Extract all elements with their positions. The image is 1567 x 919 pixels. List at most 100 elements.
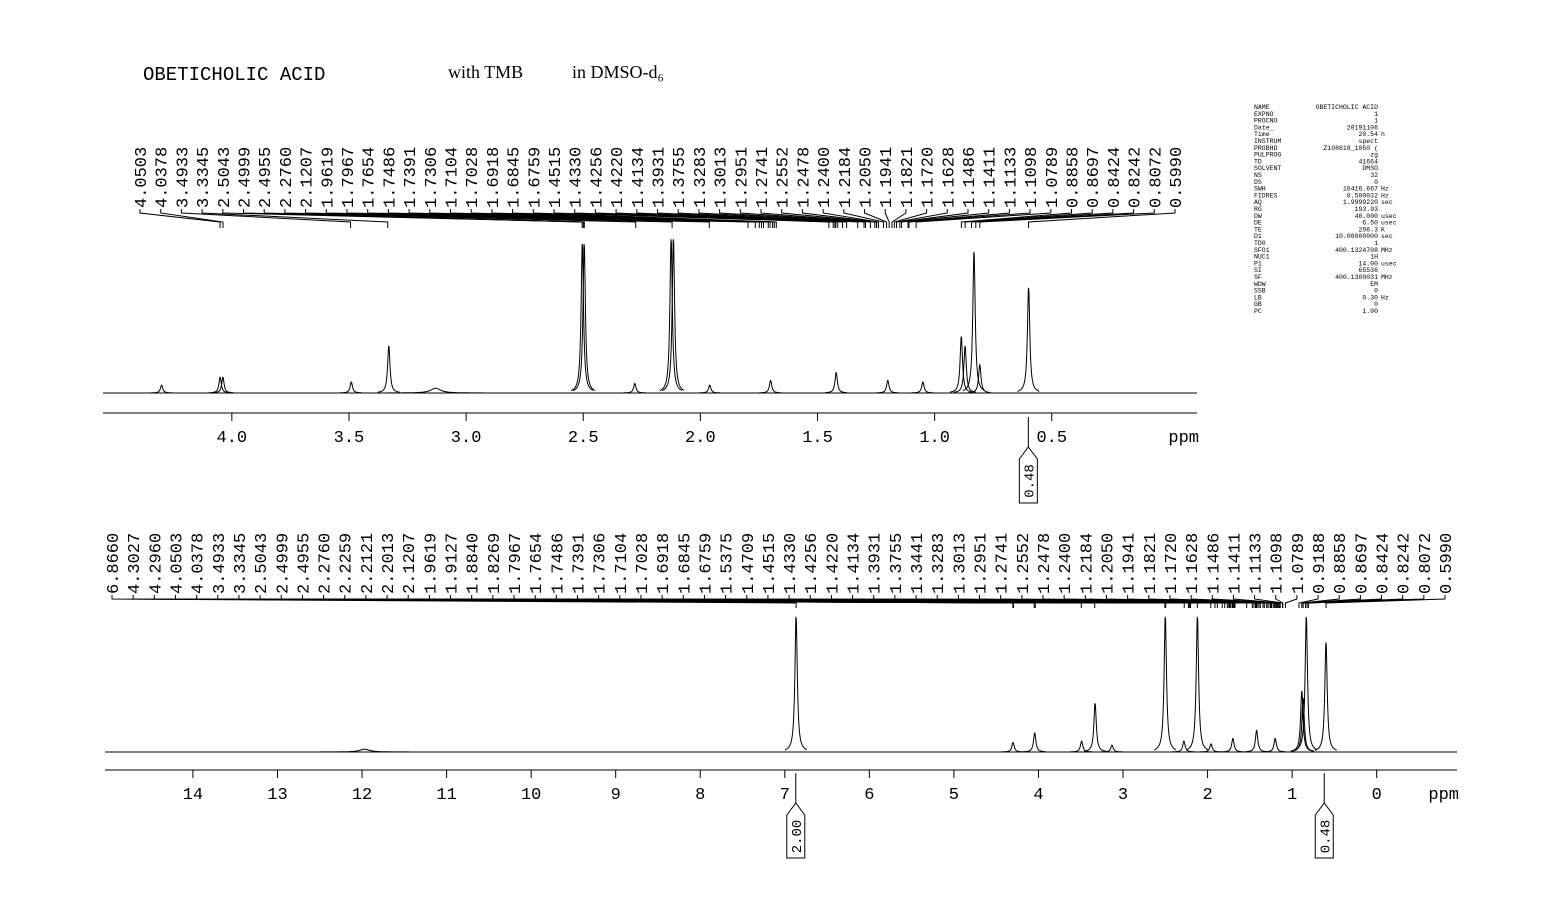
- x-tick-label: 5: [949, 786, 959, 805]
- param-value: 400.1300031: [1335, 274, 1378, 281]
- peak-leader: [698, 209, 859, 228]
- param-key: PROCNO: [1254, 118, 1278, 125]
- peak-leader: [884, 209, 890, 228]
- param-key: Time: [1254, 131, 1270, 138]
- peak-leader: [615, 209, 837, 228]
- peak: [316, 748, 413, 753]
- peak-leader: [657, 209, 844, 228]
- peak-label: 1.7306: [592, 533, 611, 594]
- peak: [623, 382, 646, 394]
- peak-label: 1.9619: [319, 147, 338, 208]
- peak-label: 1.7104: [444, 147, 463, 208]
- peak: [759, 379, 782, 394]
- peak: [1199, 743, 1222, 753]
- solvent: in DMSO-d₆: [572, 62, 664, 82]
- x-tick-label: 9: [611, 786, 621, 805]
- param-key: RG: [1254, 206, 1262, 213]
- peak-label: 0.9188: [1311, 533, 1330, 594]
- param-key: EXPNO: [1254, 111, 1274, 118]
- peak-leader: [1307, 595, 1425, 608]
- peak-label: 0.8424: [1375, 533, 1394, 594]
- peak-leader: [636, 209, 839, 228]
- peak: [387, 387, 484, 394]
- param-key: WDW: [1254, 281, 1266, 288]
- peak: [950, 336, 973, 393]
- x-tick-label: 2.5: [568, 429, 599, 448]
- param-key: DS: [1254, 179, 1262, 186]
- param-key: SSB: [1254, 288, 1266, 295]
- x-tick-label: 11: [436, 786, 456, 805]
- peak-label: 1.3931: [867, 533, 886, 594]
- param-unit: h: [1381, 131, 1385, 138]
- peak-label: 1.3441: [909, 533, 928, 594]
- param-unit: MHz: [1381, 274, 1393, 281]
- x-tick-label: 1.0: [919, 429, 950, 448]
- peak: [962, 251, 985, 392]
- peak-label: 1.3755: [671, 147, 690, 208]
- peak-leader: [1232, 595, 1281, 608]
- param-unit: usec: [1381, 260, 1397, 267]
- param-value: 1: [1374, 111, 1378, 118]
- peak: [1221, 737, 1244, 753]
- param-key: GB: [1254, 301, 1262, 308]
- peak-label: 1.9127: [444, 533, 463, 594]
- peak-label: 1.2400: [1057, 533, 1076, 594]
- peak-leader: [739, 209, 866, 228]
- peak-label: 1.1133: [1248, 533, 1267, 594]
- peak-label: 1.7967: [340, 147, 359, 208]
- x-tick-label: 8: [695, 786, 705, 805]
- param-key: PULPROG: [1254, 152, 1281, 159]
- peak-label: 1.4515: [761, 533, 780, 594]
- peak-label: 3.4933: [211, 533, 230, 594]
- peak-label: 3.4933: [174, 147, 193, 208]
- param-key: SWH: [1254, 186, 1266, 193]
- peak-label: 2.2760: [317, 533, 336, 594]
- peak-leader: [901, 209, 990, 228]
- peak: [1083, 703, 1106, 752]
- peak-label: 4.0503: [133, 147, 152, 208]
- peak: [1294, 616, 1318, 751]
- param-unit: MHz: [1381, 247, 1393, 254]
- param-value: DMSO: [1362, 165, 1378, 172]
- peak-label: 2.4955: [257, 147, 276, 208]
- peak-label: 1.2050: [858, 147, 877, 208]
- integral-label: 2.00: [790, 820, 806, 854]
- param-key: DW: [1254, 213, 1262, 220]
- peak-leader: [1284, 595, 1298, 608]
- param-value: 1: [1374, 240, 1378, 247]
- peak-label: 0.5990: [1438, 533, 1457, 594]
- peak-label: 1.2951: [973, 533, 992, 594]
- peak-label: 1.4256: [588, 147, 607, 208]
- peak-label: 2.5043: [216, 147, 235, 208]
- peak-label: 1.1941: [878, 147, 897, 208]
- x-tick-label: 2: [1202, 786, 1212, 805]
- param-key: SF: [1254, 274, 1262, 281]
- peak-label: 1.7486: [549, 533, 568, 594]
- integral-box: [1314, 773, 1334, 859]
- peak-label: 4.2960: [147, 533, 166, 594]
- param-value: EM: [1370, 281, 1378, 288]
- peak-label: 1.3283: [692, 147, 711, 208]
- peak-leader: [960, 209, 1072, 228]
- param-key: AQ: [1254, 199, 1262, 206]
- x-tick-label: 13: [267, 786, 287, 805]
- param-value: 6.50: [1362, 220, 1378, 227]
- peak-leader: [284, 209, 637, 228]
- param-unit: Hz: [1381, 294, 1389, 301]
- param-unit: usec: [1381, 220, 1397, 227]
- peak-label: 1.1411: [982, 147, 1001, 208]
- param-value: 0.500032: [1347, 192, 1378, 199]
- peak-leader: [305, 209, 673, 228]
- x-tick-label: 1: [1287, 786, 1297, 805]
- peak: [377, 345, 400, 393]
- peak: [1314, 642, 1337, 751]
- param-key: PC: [1254, 308, 1262, 315]
- peak-label: 1.6918: [655, 533, 674, 594]
- param-key: NS: [1254, 172, 1262, 179]
- peak-label: 1.3013: [951, 533, 970, 594]
- peak: [953, 345, 976, 393]
- peak-label: 1.2400: [816, 147, 835, 208]
- x-tick-label: 10: [521, 786, 541, 805]
- peak-leader: [1275, 595, 1284, 608]
